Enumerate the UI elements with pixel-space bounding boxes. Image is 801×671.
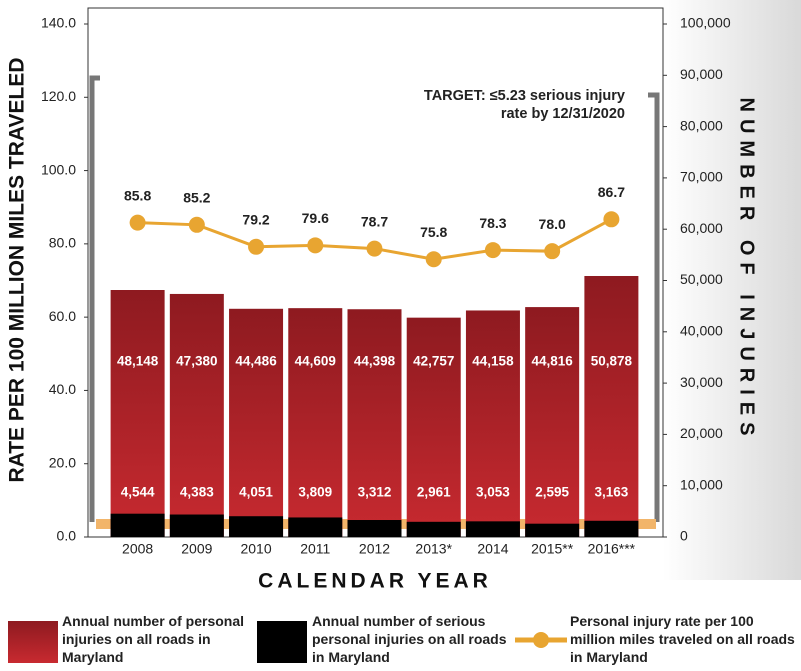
bar: [584, 520, 639, 537]
line-point: [248, 238, 265, 255]
line-point: [484, 242, 501, 259]
line-value-label: 78.3: [479, 215, 506, 231]
y2-tick-label: 70,000: [680, 169, 723, 185]
y2-tick-label: 90,000: [680, 66, 723, 82]
line-value-label: 85.8: [124, 187, 151, 203]
bar-value-label: 4,383: [180, 485, 214, 500]
bar-value-label: 44,398: [354, 354, 396, 369]
bar-value-label: 47,380: [176, 354, 217, 369]
y-tick-label: 40.0: [49, 381, 76, 397]
x-tick-label: 2015**: [531, 541, 574, 557]
y2-tick-label: 100,000: [680, 15, 731, 31]
line-value-label: 79.2: [242, 211, 269, 227]
bar-value-label: 3,809: [298, 485, 332, 500]
bar-value-label: 50,878: [591, 354, 633, 369]
bracket: [648, 92, 660, 522]
line-value-label: 78.7: [361, 213, 388, 229]
y2-tick-label: 0: [680, 528, 688, 544]
bar: [169, 293, 224, 537]
y2-tick-label: 40,000: [680, 323, 723, 339]
bar-value-label: 2,595: [535, 485, 569, 500]
bar-value-label: 44,816: [532, 354, 574, 369]
bar-value-label: 4,544: [121, 485, 155, 500]
legend-swatch: [8, 621, 58, 663]
bar: [406, 521, 461, 537]
x-tick-label: 2009: [181, 541, 212, 557]
line-value-label: 86.7: [598, 184, 625, 200]
y-tick-label: 100.0: [41, 161, 76, 177]
line-point: [307, 237, 324, 254]
y2-axis-title: NUMBER OF INJURIES: [736, 98, 758, 443]
x-tick-label: 2011: [300, 541, 330, 557]
y2-tick-label: 80,000: [680, 117, 723, 133]
bar: [525, 523, 580, 537]
annotation: TARGET: ≤5.23 serious injury rate by 12/…: [423, 88, 625, 122]
bar: [465, 310, 520, 537]
bar-value-label: 44,609: [295, 354, 336, 369]
x-tick-label: 2010: [240, 541, 271, 557]
bar: [465, 521, 520, 537]
bar-value-label: 48,148: [117, 354, 159, 369]
line-point: [188, 216, 205, 233]
y2-tick-label: 50,000: [680, 271, 723, 287]
x-tick-label: 2014: [477, 541, 508, 557]
bar: [288, 308, 343, 537]
legend-label: Personal injury rate per 100 million mil…: [570, 613, 795, 665]
legend-label: Annual number of serious personal injuri…: [312, 613, 507, 665]
bar: [347, 520, 402, 537]
legend-swatch: [533, 632, 549, 648]
bar: [347, 309, 402, 537]
y-axis-title: RATE PER 100 MILLION MILES TRAVELED: [6, 57, 29, 482]
bar: [110, 290, 165, 537]
bar-value-label: 42,757: [413, 354, 454, 369]
y-tick-label: 80.0: [49, 235, 76, 251]
bar: [288, 517, 343, 537]
y-tick-label: 20.0: [49, 454, 76, 470]
bar-value-label: 2,961: [417, 485, 451, 500]
bar-value-label: 3,163: [594, 485, 628, 500]
y2-tick-label: 20,000: [680, 425, 723, 441]
bar-value-label: 44,158: [472, 354, 514, 369]
x-tick-label: 2013*: [415, 541, 452, 557]
bar-value-label: 44,486: [235, 354, 277, 369]
y2-tick-label: 60,000: [680, 220, 723, 236]
bar-value-label: 3,312: [358, 485, 392, 500]
line-point: [603, 211, 620, 228]
y-tick-label: 60.0: [49, 308, 76, 324]
bar: [169, 514, 224, 537]
y-tick-label: 140.0: [41, 15, 76, 31]
bar-value-label: 3,053: [476, 485, 510, 500]
bar: [229, 516, 284, 537]
y-tick-label: 0.0: [57, 528, 77, 544]
y2-tick-label: 30,000: [680, 374, 723, 390]
x-tick-label: 2008: [122, 541, 153, 557]
y2-tick-label: 10,000: [680, 476, 723, 492]
line-value-label: 75.8: [420, 224, 447, 240]
bar: [525, 307, 580, 537]
line-point: [366, 240, 383, 257]
line-value-label: 78.0: [539, 216, 566, 232]
bar: [229, 308, 284, 537]
bracket: [89, 75, 100, 522]
x-tick-label: 2016***: [588, 541, 636, 557]
bar: [584, 275, 639, 537]
bar: [110, 513, 165, 537]
line-value-label: 85.2: [183, 190, 210, 206]
x-axis-title: CALENDAR YEAR: [258, 570, 492, 593]
legend-swatch: [257, 621, 307, 663]
line-point: [425, 251, 442, 268]
bar: [406, 317, 461, 537]
legend-label: Annual number of personal injuries on al…: [62, 613, 245, 665]
line-point: [129, 214, 146, 231]
x-tick-label: 2012: [359, 541, 390, 557]
y-tick-label: 120.0: [41, 88, 76, 104]
bar-value-label: 4,051: [239, 485, 273, 500]
line-point: [544, 243, 561, 260]
background: [663, 0, 801, 580]
line-value-label: 79.6: [302, 210, 329, 226]
